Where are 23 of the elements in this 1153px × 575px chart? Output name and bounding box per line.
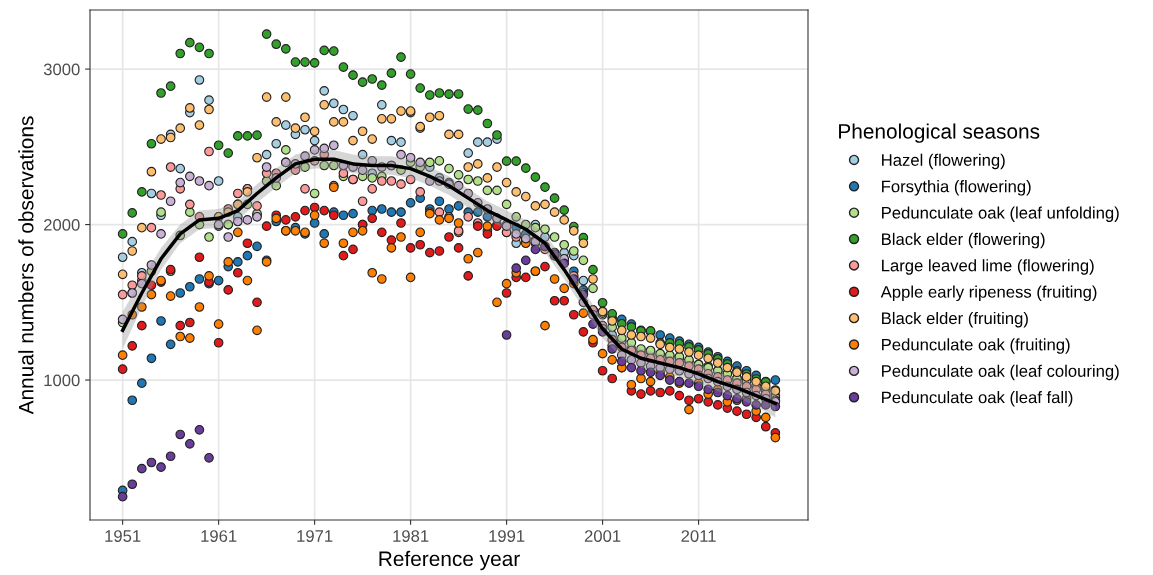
x-tick-label: 1961 [201, 530, 237, 542]
legend-label: Apple early ripeness (fruiting) [880, 285, 1097, 302]
legend-title: Phenological seasons [839, 123, 1040, 143]
legend-label: Black elder (flowering) [882, 232, 1045, 249]
x-tick-label: 1951 [105, 530, 141, 542]
x-tick-label: 1981 [393, 530, 429, 542]
legend-label: Pedunculate oak (fruiting) [882, 338, 1070, 354]
legend-label: Forsythia (flowering) [882, 180, 1031, 196]
y-tick-label: 2000 [44, 218, 80, 231]
y-tick-label: 1000 [44, 374, 80, 387]
x-tick-label: 2011 [681, 530, 716, 542]
y-tick-label: 3000 [43, 63, 80, 76]
legend-label: Pedunculate oak (leaf colouring) [882, 364, 1119, 381]
x-tick-label: 1991 [489, 530, 525, 542]
x-tick-label: 2001 [584, 530, 621, 542]
x-axis-title: Reference year [379, 550, 520, 571]
y-axis-title: Annual numbers of observations [18, 116, 34, 415]
legend-label: Hazel (flowering) [882, 153, 1005, 170]
legend-label: Pedunculate oak (leaf unfolding) [882, 206, 1119, 222]
x-tick-label: 1971 [297, 530, 333, 542]
legend-label: Large leaved lime (flowering) [882, 259, 1094, 275]
legend-label: Pedunculate oak (leaf fall) [882, 391, 1073, 407]
legend-label: Black elder (fruiting) [882, 311, 1028, 328]
